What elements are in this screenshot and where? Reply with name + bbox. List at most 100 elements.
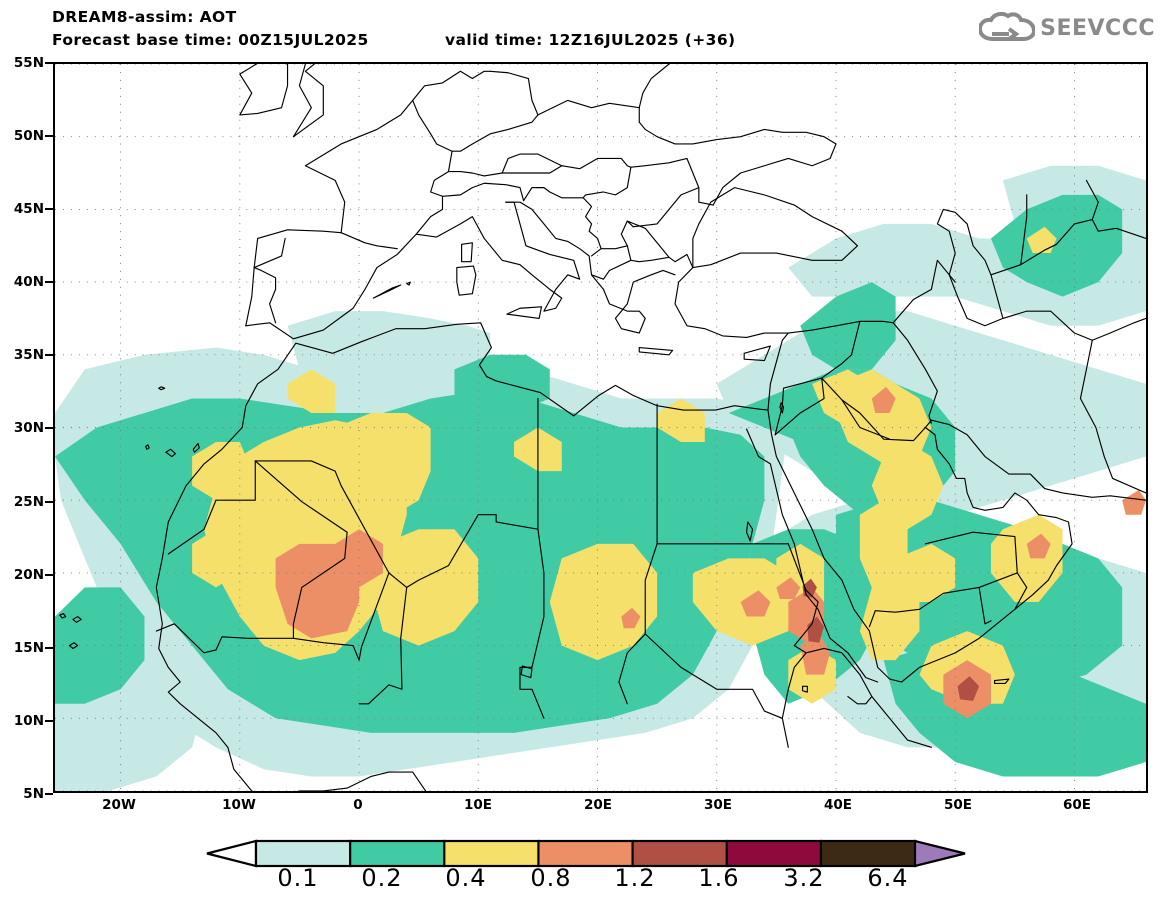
y-tick-label-5N: 5N [23, 786, 44, 802]
cb-label-6.4: 6.4 [867, 864, 909, 892]
coastline [745, 428, 879, 683]
aot-contour-band [740, 590, 771, 617]
coastline [892, 322, 938, 424]
coastline [924, 531, 1028, 610]
cb-label-0.1: 0.1 [277, 864, 319, 892]
cb-label-3.2: 3.2 [783, 864, 825, 892]
time-title: Forecast base time: 00Z15JUL2025 valid t… [52, 29, 952, 52]
coastline [155, 426, 427, 791]
coastline [692, 187, 859, 269]
y-tick-label-25N: 25N [13, 494, 44, 510]
colorbar-segment [819, 839, 917, 868]
aot-contour-band [1122, 490, 1146, 515]
coastline [192, 442, 200, 453]
cb-label-0.8: 0.8 [530, 864, 572, 892]
coastline [1085, 179, 1099, 221]
coastline [489, 70, 529, 80]
coastline [59, 613, 67, 619]
coastline [372, 284, 402, 299]
cb-label-1.6: 1.6 [698, 864, 740, 892]
cloud-icon [979, 12, 1036, 41]
aot-contour-band [192, 529, 240, 588]
colorbar-extend-max [913, 839, 966, 868]
coastline [340, 397, 539, 588]
colorbar-segment [349, 839, 446, 868]
coastline [412, 99, 453, 173]
coastline [841, 399, 891, 440]
y-tick-45N [45, 208, 53, 210]
coastline [245, 70, 491, 327]
y-tick-label-20N: 20N [13, 567, 44, 583]
map-plot-area [53, 62, 1148, 793]
coastline [1020, 194, 1028, 266]
coastline [72, 615, 82, 623]
coastline [340, 232, 398, 250]
coastline [254, 460, 342, 487]
coastline [167, 460, 256, 555]
y-tick-40N [45, 281, 53, 283]
logo-text: SEEVCCC [1040, 15, 1155, 41]
coastline [415, 182, 525, 235]
coastline [461, 242, 473, 263]
coastline [519, 528, 545, 719]
aot-contour-band [192, 442, 252, 501]
colorbar-swatches [206, 839, 966, 868]
aot-contour-band [800, 631, 831, 675]
x-tick-label-20W: 20W [102, 797, 136, 813]
model-title: DREAM8-assim: AOT [52, 8, 237, 26]
coastline [430, 165, 563, 197]
coastline [527, 77, 539, 116]
coastline [456, 265, 477, 296]
coastline [638, 64, 671, 123]
coastline [978, 586, 992, 625]
chart-header: DREAM8-assim: AOT Forecast base time: 00… [52, 6, 952, 56]
y-tick-35N [45, 354, 53, 356]
coastline [253, 267, 277, 324]
cb-label-0.2: 0.2 [361, 864, 403, 892]
coastline [630, 157, 714, 206]
coastline [358, 586, 408, 705]
x-tick-label-10W: 10W [222, 797, 256, 813]
aot-contour-layer [55, 165, 1146, 791]
coastline [743, 345, 771, 362]
coastline [451, 114, 539, 152]
coastline [656, 403, 789, 545]
aot-contour-band [776, 577, 801, 600]
coastline [406, 281, 411, 286]
aot-contour-band [287, 369, 336, 413]
coastline [674, 267, 789, 338]
coastline [638, 346, 674, 356]
coastline [674, 253, 694, 269]
coastline [506, 306, 543, 319]
coastline [582, 197, 602, 257]
aot-contour-band [370, 529, 479, 646]
y-tick-10N [45, 720, 53, 722]
coastline [801, 685, 808, 693]
aot-contour-band [871, 386, 896, 413]
y-tick-5N [45, 793, 53, 795]
coastline [158, 386, 166, 391]
coastline [590, 259, 632, 280]
coastline [68, 642, 79, 650]
coastline [859, 674, 932, 748]
aot-contour-band [621, 607, 641, 629]
coastline [239, 64, 289, 116]
x-tick-label-20E: 20E [583, 797, 612, 813]
y-tick-55N [45, 62, 53, 64]
coastline [618, 543, 658, 705]
y-tick-30N [45, 427, 53, 429]
cb-label-0.4: 0.4 [445, 864, 487, 892]
x-tick-label-60E: 60E [1062, 797, 1091, 813]
aot-contour-band [807, 616, 825, 643]
coastline [745, 521, 754, 542]
aot-contour-band [957, 676, 980, 701]
colorbar-segment [725, 839, 823, 868]
coastline [561, 157, 632, 170]
lat-lon-gridlines [55, 64, 1146, 791]
coastline [787, 543, 861, 676]
coastline [505, 201, 676, 334]
coastline [847, 695, 873, 705]
cb-label-1.2: 1.2 [614, 864, 656, 892]
y-tick-label-10N: 10N [13, 713, 44, 729]
seevccc-logo: SEEVCCC [979, 12, 1155, 44]
